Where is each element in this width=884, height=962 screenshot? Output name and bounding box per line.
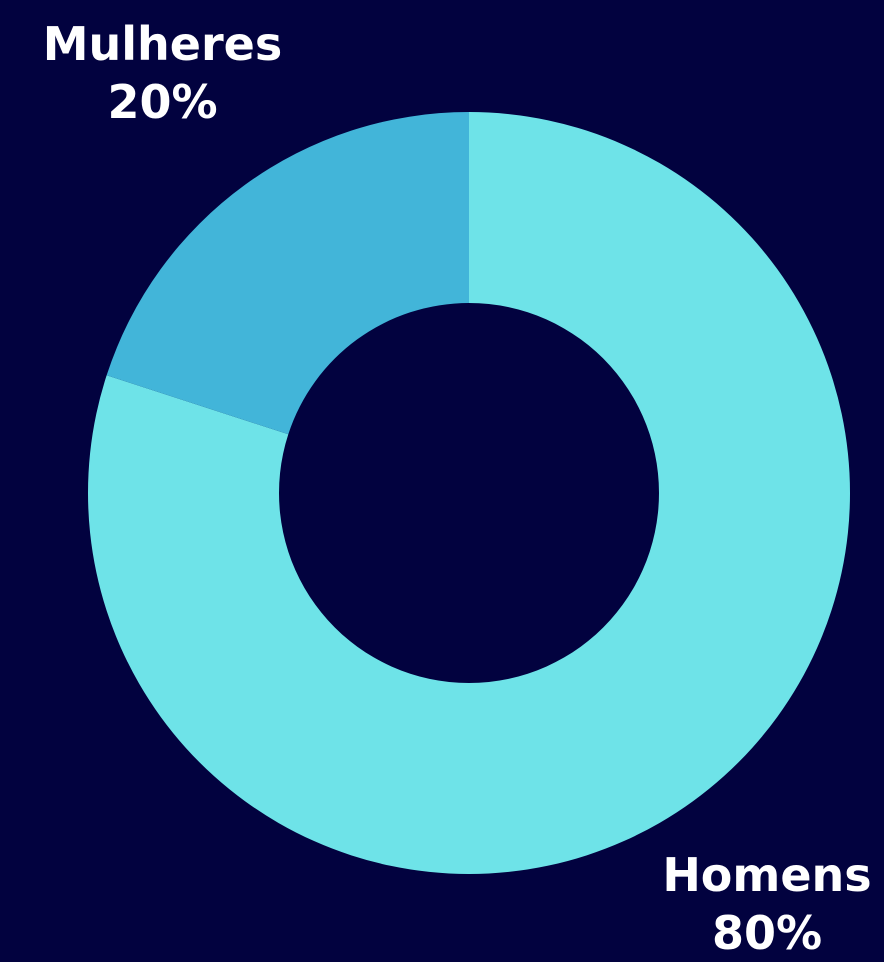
slice-label-mulheres: Mulheres 20% (20, 15, 305, 131)
slice-label-homens: Homens 80% (650, 846, 884, 962)
slice-label-homens-name: Homens (662, 848, 872, 902)
slice-label-mulheres-value: 20% (107, 75, 218, 129)
slice-label-mulheres-name: Mulheres (42, 17, 283, 71)
slice-label-homens-value: 80% (711, 906, 823, 960)
slice-homens (87, 112, 850, 874)
slice-mulheres (106, 112, 470, 435)
